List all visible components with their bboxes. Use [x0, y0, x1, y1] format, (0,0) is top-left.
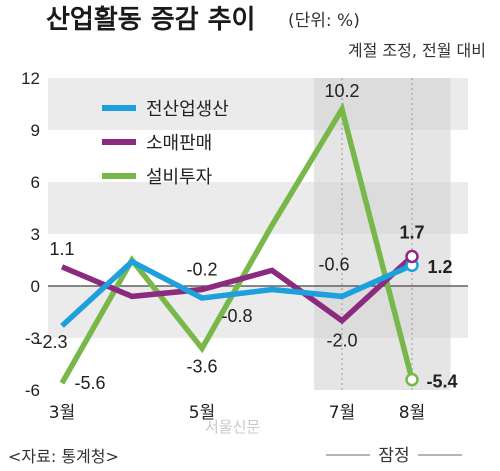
- series-line: [60, 258, 414, 328]
- preliminary-shading: [314, 78, 451, 390]
- legend-label: 설비투자: [146, 167, 213, 188]
- data-label: -5.6: [74, 373, 105, 393]
- series-line: [59, 102, 415, 385]
- end-marker: [405, 249, 419, 264]
- y-tick-label: 9: [31, 121, 40, 140]
- y-tick-label: -3: [25, 329, 40, 348]
- data-label: -2.0: [326, 331, 357, 351]
- series-line: [60, 254, 414, 325]
- x-tick-label: 7월: [329, 403, 355, 423]
- source-label: <자료: 통계청>: [8, 447, 119, 466]
- data-label: -3.6: [186, 356, 217, 376]
- y-tick-label: 6: [31, 173, 40, 192]
- data-labels: 1.1 -2.3 -5.6 -0.2 -3.6 -0.8 10.2 -0.6 -2.0 1.71.…: [36, 81, 457, 393]
- chart-title: 산업활동 증감 추이: [46, 5, 255, 35]
- y-tick-label: 12: [21, 69, 40, 88]
- data-label: -0.8: [221, 306, 252, 326]
- chart-subtitle: 계절 조정, 전월 대비: [348, 41, 486, 60]
- y-tick-label: 0: [31, 277, 40, 296]
- watermark-text: 서울신문: [205, 418, 260, 436]
- data-label: -0.2: [186, 259, 217, 279]
- data-label: -0.6: [318, 254, 349, 274]
- x-axis-ticks: 3월 5월 7월 8월: [49, 403, 425, 423]
- y-tick-label: 3: [31, 225, 40, 244]
- x-tick-label: 5월: [189, 403, 215, 423]
- data-label: 1.2: [427, 257, 452, 277]
- series-lines: [59, 102, 419, 387]
- data-label: 10.2: [324, 81, 359, 101]
- data-label: 1.7: [399, 223, 424, 243]
- unit-label: (단위: %): [288, 11, 360, 31]
- preliminary-label: 잠정: [378, 446, 409, 466]
- data-label: 1.1: [49, 239, 74, 259]
- end-marker: [405, 372, 419, 387]
- x-tick-label: 8월: [399, 403, 425, 423]
- y-axis-ticks: 12 9 6 3 0 -3 -6: [21, 69, 40, 400]
- legend-label: 전산업생산: [146, 99, 229, 120]
- preliminary-shade: [314, 78, 451, 390]
- y-tick-label: -6: [25, 381, 40, 400]
- data-label: -2.3: [36, 332, 67, 352]
- data-label: -5.4: [426, 372, 457, 392]
- legend-label: 소매판매: [146, 133, 212, 154]
- x-tick-label: 3월: [49, 403, 75, 423]
